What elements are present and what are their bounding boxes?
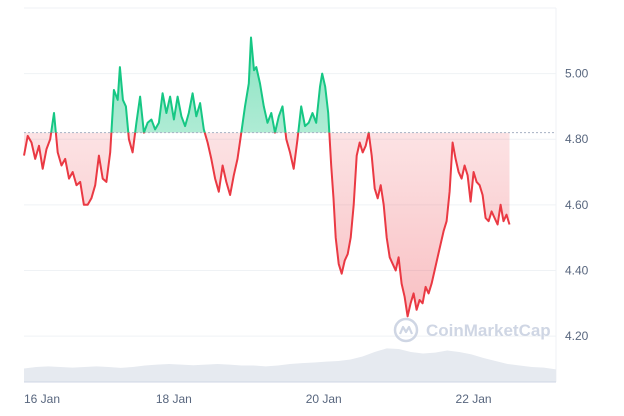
y-tick-label: 4.40 [565,263,589,277]
y-axis: 4.20 4.40 4.60 4.80 5.00 [565,67,589,343]
x-tick-label: 22 Jan [456,392,492,406]
price-line-up [50,36,370,133]
x-tick-label: 18 Jan [156,392,192,406]
x-tick-label: 20 Jan [306,392,342,406]
y-tick-label: 4.20 [565,329,589,343]
volume-area [24,348,556,382]
coinmarketcap-logo-icon [393,317,419,343]
x-axis: 16 Jan 18 Jan 20 Jan 22 Jan [24,392,492,406]
watermark-text: CoinMarketCap [426,321,551,340]
price-line-down [23,132,511,318]
watermark: CoinMarketCap [393,317,551,343]
y-tick-label: 4.60 [565,198,589,212]
x-tick-label: 16 Jan [24,392,60,406]
y-tick-label: 5.00 [565,67,589,81]
area-below-baseline [24,132,510,317]
y-tick-label: 4.80 [565,132,589,146]
area-above-baseline [51,37,330,133]
